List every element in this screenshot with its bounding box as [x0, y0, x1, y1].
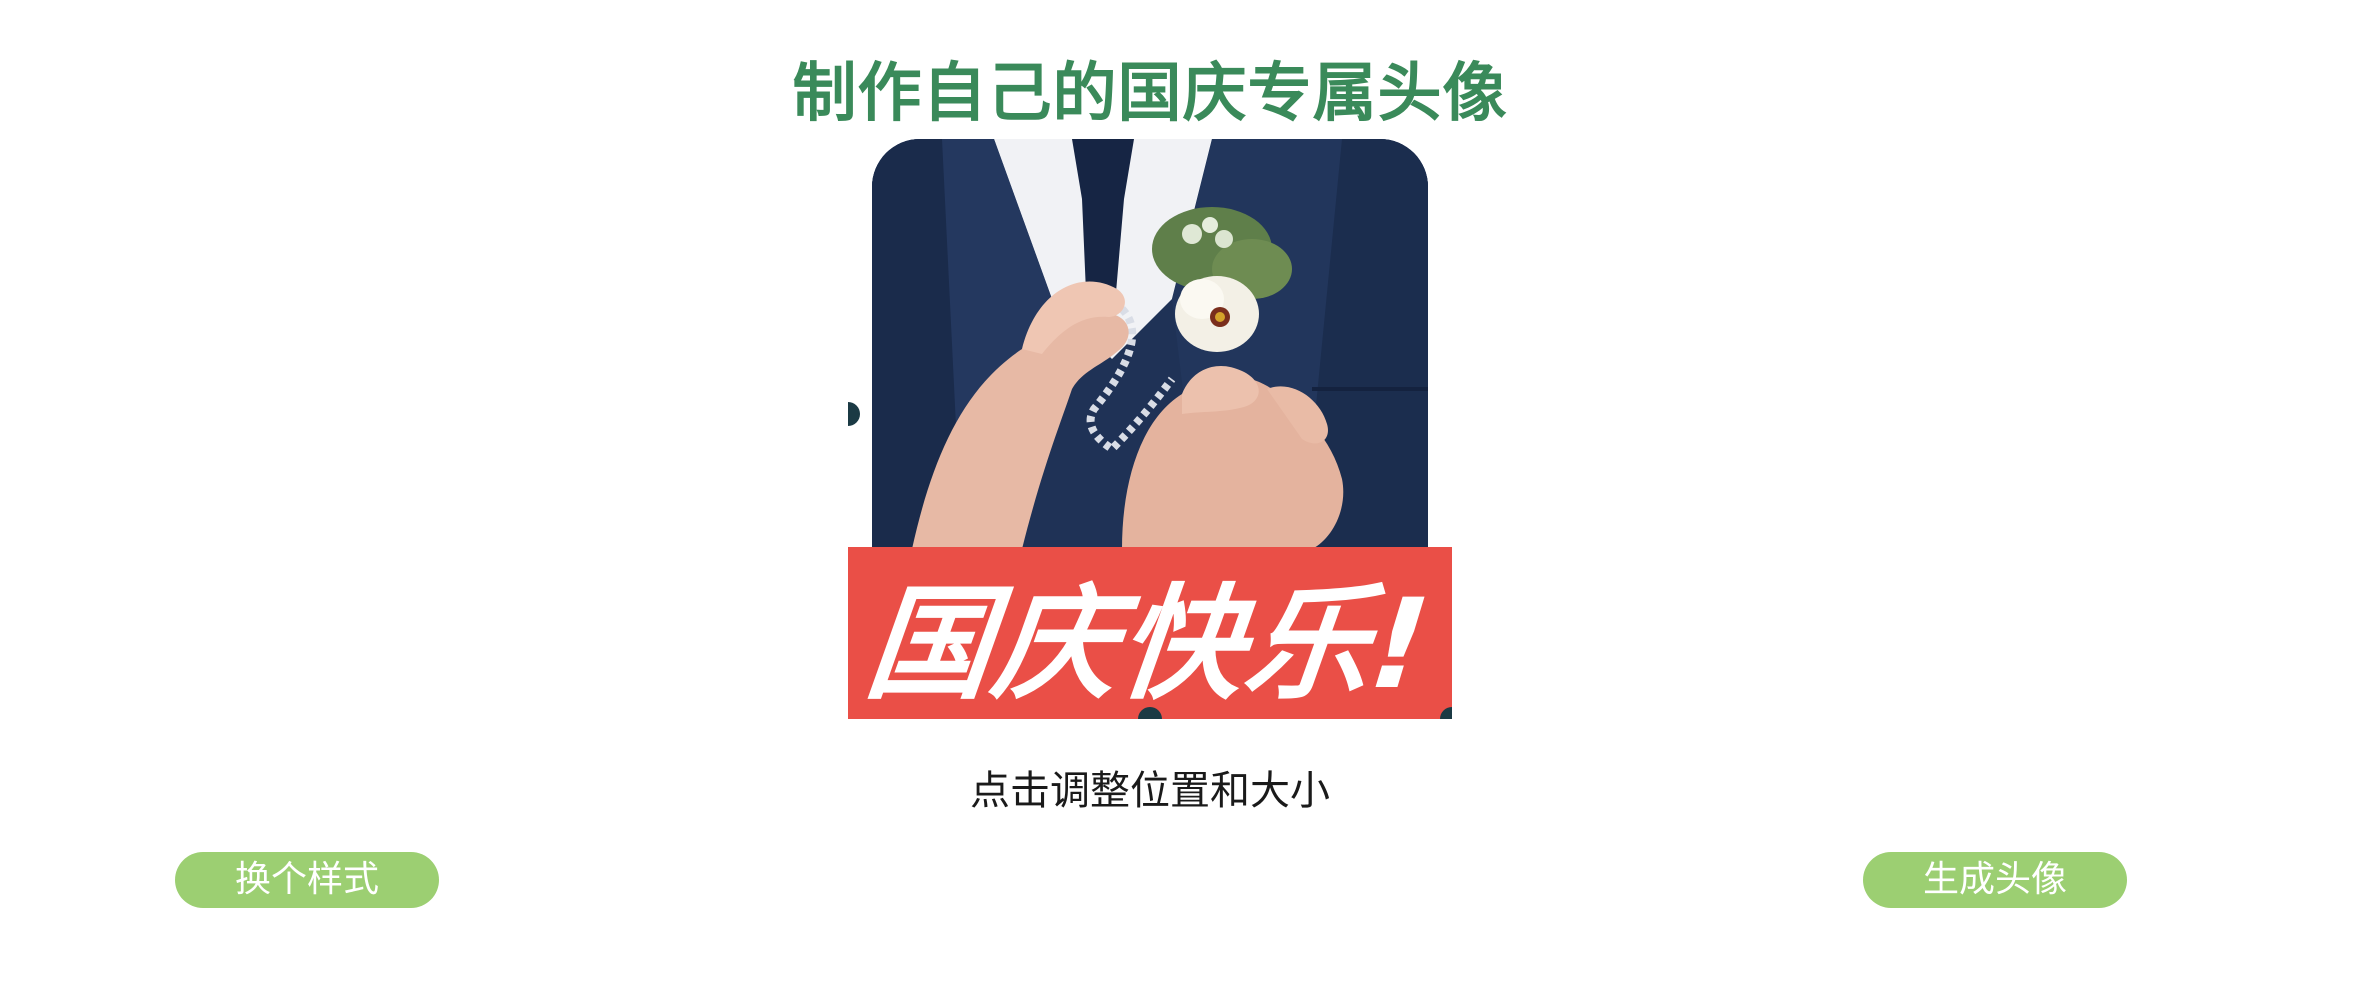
avatar-photo[interactable]: [872, 139, 1428, 549]
frame-banner-text: 国庆快乐!: [859, 573, 1438, 717]
adjust-hint: 点击调整位置和大小: [970, 768, 1330, 814]
page-title: 制作自己的国庆专属头像: [792, 57, 1508, 131]
resize-handle-corner[interactable]: [1440, 707, 1452, 719]
resize-handle-bottom[interactable]: [1138, 707, 1162, 719]
generate-avatar-button[interactable]: 生成头像: [1863, 852, 2127, 908]
change-style-button[interactable]: 换个样式: [175, 852, 439, 908]
resize-handle-left[interactable]: [848, 402, 860, 426]
frame-banner: 国庆快乐!: [848, 547, 1452, 719]
avatar-editor[interactable]: 国庆快乐!: [848, 139, 1452, 719]
